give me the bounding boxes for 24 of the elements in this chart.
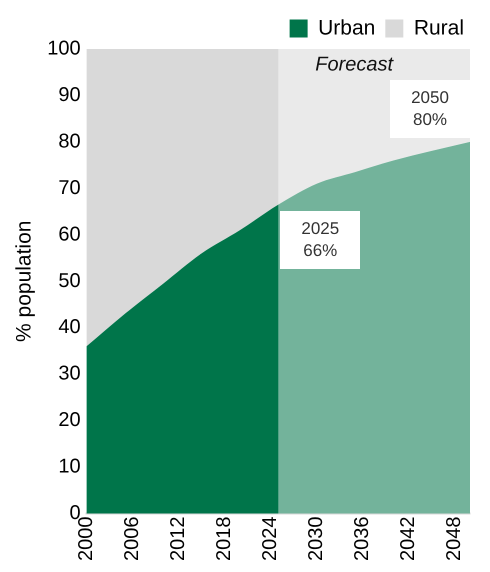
y-tick-label: 30 bbox=[58, 362, 81, 385]
x-tick-label: 2042 bbox=[397, 516, 420, 562]
y-tick-label: 80 bbox=[58, 130, 81, 152]
y-tick-label: 100 bbox=[47, 38, 81, 60]
x-tick-label: 2018 bbox=[213, 516, 236, 562]
y-tick-label: 20 bbox=[58, 409, 81, 432]
annotation: 2050 80% bbox=[411, 86, 449, 131]
legend-label: Urban bbox=[318, 16, 376, 40]
y-tick-label: 60 bbox=[58, 223, 81, 246]
x-tick-label: 2012 bbox=[167, 516, 190, 562]
x-tick-label: 2048 bbox=[443, 516, 466, 562]
legend-label: Rural bbox=[414, 16, 464, 40]
x-tick-label: 2006 bbox=[121, 516, 144, 562]
y-axis-title: % population bbox=[12, 220, 36, 342]
band-label: Forecast bbox=[315, 54, 394, 76]
y-tick-label: 10 bbox=[58, 456, 81, 478]
x-tick-label: 2024 bbox=[259, 516, 282, 562]
x-tick-label: 2036 bbox=[351, 516, 374, 562]
y-tick-label: 50 bbox=[58, 270, 81, 292]
y-tick-label: 40 bbox=[58, 316, 81, 338]
annotation: 2025 66% bbox=[301, 218, 340, 262]
y-tick-label: 90 bbox=[58, 84, 81, 106]
y-tick-label: 70 bbox=[58, 176, 81, 199]
x-tick-label: 2030 bbox=[305, 516, 328, 562]
